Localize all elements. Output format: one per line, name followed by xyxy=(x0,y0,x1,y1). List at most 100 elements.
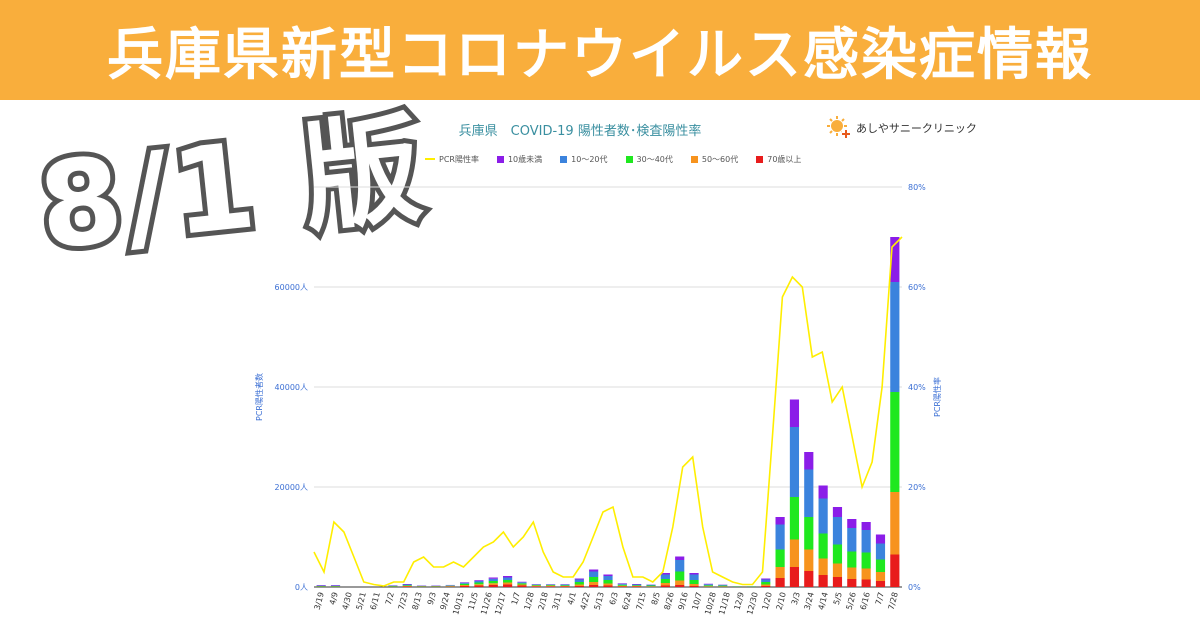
x-tick-label: 7/7 xyxy=(874,591,886,606)
bar-segment xyxy=(818,533,828,559)
legend-item-30to40: 30～40代 xyxy=(625,154,673,165)
bar-segment xyxy=(474,580,484,581)
bar-segment xyxy=(789,539,800,567)
bar-segment xyxy=(875,543,886,560)
sun-clinic-logo-icon xyxy=(827,116,850,138)
bar-segment xyxy=(574,582,584,585)
bar-segment xyxy=(517,582,527,584)
x-tick-label: 3/11 xyxy=(551,591,564,611)
x-tick-label: 12/30 xyxy=(745,591,760,616)
x-tick-label: 3/19 xyxy=(313,591,326,611)
bar-segment xyxy=(890,554,900,587)
left-tick-label: 20000人 xyxy=(275,483,308,492)
bar-segment xyxy=(804,452,814,470)
bar-segment xyxy=(603,574,613,576)
x-tick-label: 5/26 xyxy=(845,591,858,611)
x-tick-label: 4/22 xyxy=(579,591,592,611)
bar-segment xyxy=(861,568,871,580)
bar-segment xyxy=(775,549,785,567)
bar-segment xyxy=(675,560,685,572)
bar-segment xyxy=(546,585,556,587)
bar-segment xyxy=(789,427,800,497)
legend-swatch xyxy=(496,155,504,163)
x-tick-label: 5/5 xyxy=(832,591,844,606)
bar-segment xyxy=(890,392,900,492)
positivity-line xyxy=(313,236,903,587)
bar-segment xyxy=(875,559,886,572)
bar-segment xyxy=(847,567,857,579)
bar-segment xyxy=(675,571,685,581)
bar-segment xyxy=(402,586,412,587)
x-tick-label: 8/13 xyxy=(411,591,424,611)
bar-segment xyxy=(474,585,484,587)
bar-segment xyxy=(574,586,584,587)
x-tick-label: 1/20 xyxy=(761,591,774,611)
bar-segment xyxy=(646,586,656,587)
legend-item-70plus: 70歳以上 xyxy=(756,154,801,165)
legend-swatch xyxy=(560,155,568,163)
bar-segment xyxy=(761,582,771,585)
bar-segment xyxy=(617,583,627,585)
legend-label: 10歳未満 xyxy=(507,154,543,164)
bar-segment xyxy=(861,530,871,553)
bar-segment xyxy=(675,556,685,560)
bar-segment xyxy=(617,583,627,584)
bar-segment xyxy=(689,574,699,580)
bar-segment xyxy=(875,534,886,544)
bar-segment xyxy=(646,585,656,587)
bar-segment xyxy=(560,584,570,586)
bar-segment xyxy=(603,585,613,587)
bar-segment xyxy=(503,577,513,580)
bar-segment xyxy=(703,584,713,586)
x-tick-label: 10/28 xyxy=(703,591,718,616)
bar-segment xyxy=(488,585,498,587)
bar-segment xyxy=(402,584,412,585)
legend-label: 50～60代 xyxy=(701,154,739,164)
x-tick-label: 6/11 xyxy=(369,591,382,611)
bar-segment xyxy=(488,583,498,585)
right-axis-title: PCR陽性率 xyxy=(932,377,942,417)
bar-segment xyxy=(388,586,398,587)
bar-segment xyxy=(632,586,642,587)
bar-segment xyxy=(589,571,599,577)
x-tick-label: 5/13 xyxy=(593,591,606,611)
bar-segment xyxy=(660,583,670,586)
bar-segment xyxy=(761,578,771,580)
legend-label: 10～20代 xyxy=(571,154,608,164)
x-tick-label: 2/10 xyxy=(775,591,788,611)
x-tick-label: 8/5 xyxy=(650,591,662,606)
bar-segment xyxy=(603,583,613,586)
left-tick-label: 60000人 xyxy=(275,283,308,292)
bar-segment xyxy=(531,586,541,587)
legend-label: 30～40代 xyxy=(636,154,673,164)
bar-segment xyxy=(459,585,470,586)
bar-segment xyxy=(574,578,584,580)
bar-segment xyxy=(832,517,843,545)
bar-segment xyxy=(517,585,527,587)
legend-item-positivity: PCR陽性率 xyxy=(425,154,479,165)
bar-segment xyxy=(459,586,470,587)
bar-segment xyxy=(503,576,513,578)
bar-segment xyxy=(632,585,642,586)
bar-segment xyxy=(775,524,785,550)
bar-segment xyxy=(789,497,800,540)
bar-segment xyxy=(546,584,556,586)
bar-segment xyxy=(689,573,699,575)
x-tick-label: 12/9 xyxy=(733,591,746,611)
bar-segment xyxy=(517,581,527,583)
bar-segment xyxy=(718,584,728,586)
bar-segment xyxy=(818,558,828,575)
x-tick-label: 6/16 xyxy=(859,591,872,611)
bar-segment xyxy=(789,399,800,427)
bar-segment xyxy=(761,586,771,587)
chart-title: 兵庫県 COVID-19 陽性者数･検査陽性率 xyxy=(458,124,702,139)
bar-segment xyxy=(660,574,670,579)
bar-segment xyxy=(589,569,599,572)
bar-segment xyxy=(603,576,613,580)
bar-segment xyxy=(847,579,857,587)
bar-segment xyxy=(818,498,828,534)
bar-segment xyxy=(459,582,470,584)
bar-segment xyxy=(875,572,886,581)
right-tick-label: 80% xyxy=(908,183,926,192)
x-tick-label: 2/18 xyxy=(537,591,550,611)
